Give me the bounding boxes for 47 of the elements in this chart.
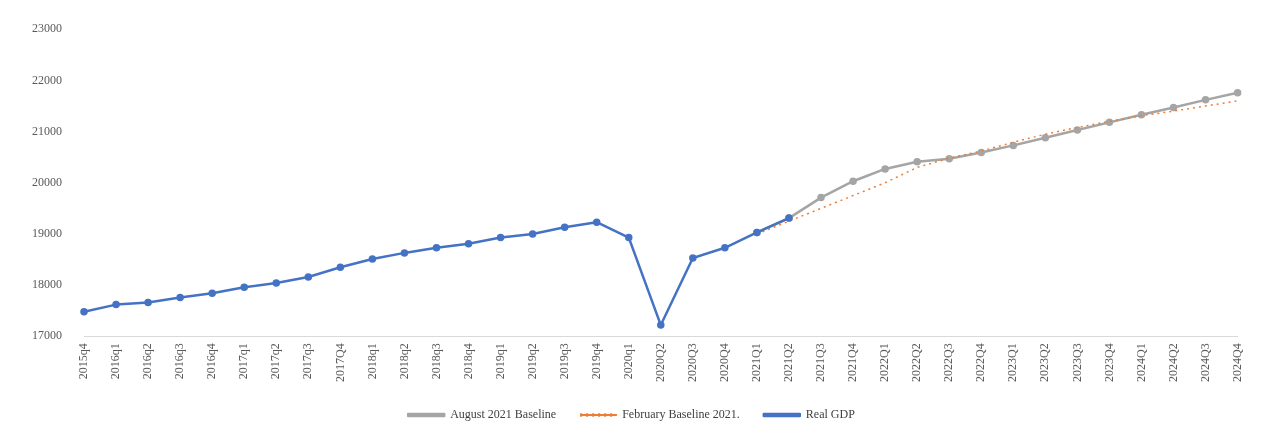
x-tick-label: 2024Q1 [1133,343,1148,383]
x-tick-label: 2019q2 [524,343,539,380]
x-tick-label: 2023Q1 [1005,343,1020,383]
x-tick-label: 2019q1 [492,343,507,380]
x-tick-label: 2020Q4 [717,343,732,383]
x-tick-label: 2017Q4 [332,343,347,383]
x-tick-label: 2021Q1 [749,343,764,383]
x-tick-label: 2016q1 [108,343,123,380]
x-tick-label: 2022Q2 [909,343,924,383]
x-tick-label: 2016q4 [204,343,219,380]
y-tick-label: 18000 [32,277,62,292]
x-tick-label: 2023Q2 [1037,343,1052,383]
x-tick-label: 2017q1 [236,343,251,380]
y-tick-label: 17000 [32,328,62,343]
x-tick-label: 2020Q2 [652,343,667,383]
x-tick-label: 2024Q3 [1197,343,1212,383]
x-tick-label: 2018q1 [364,343,379,380]
x-tick-label: 2024Q4 [1229,343,1244,383]
x-tick-label: 2023Q4 [1101,343,1116,383]
x-tick-label: 2016q2 [140,343,155,380]
x-tick-label: 2019q4 [588,343,603,380]
y-tick-label: 23000 [32,21,62,36]
x-tick-label: 2022Q4 [973,343,988,383]
x-tick-label: 2020Q3 [685,343,699,383]
x-tick-label: 2018q2 [396,343,411,380]
y-tick-label: 19000 [32,226,62,241]
x-tick-label: 2020q1 [620,343,635,380]
x-tick-label: 2024Q2 [1165,343,1180,383]
x-tick-label: 2023Q3 [1069,343,1084,383]
x-tick-label: 2019q3 [556,343,571,380]
legend-label: Real GDP [805,407,856,422]
x-tick-label: 2022Q1 [877,343,892,383]
x-tick-label: 2018q4 [460,343,475,380]
x-tick-label: 2021Q4 [845,343,860,383]
x-tick-label: 2016q3 [172,343,187,380]
x-tick-label: 2021Q3 [813,343,828,383]
x-tick-label: 2022Q3 [941,343,956,383]
legend-label: August 2021 Baseline [450,407,557,422]
y-tick-label: 21000 [32,123,62,138]
x-tick-label: 2018q3 [428,343,443,380]
legend-label: February Baseline 2021. [622,407,740,422]
y-tick-label: 22000 [32,72,62,87]
y-tick-label: 20000 [32,174,62,189]
x-tick-label: 2015q4 [76,343,91,380]
x-tick-label: 2021Q2 [781,343,796,383]
x-tick-label: 2017q3 [300,343,315,380]
x-tick-label: 2017q2 [268,343,283,380]
